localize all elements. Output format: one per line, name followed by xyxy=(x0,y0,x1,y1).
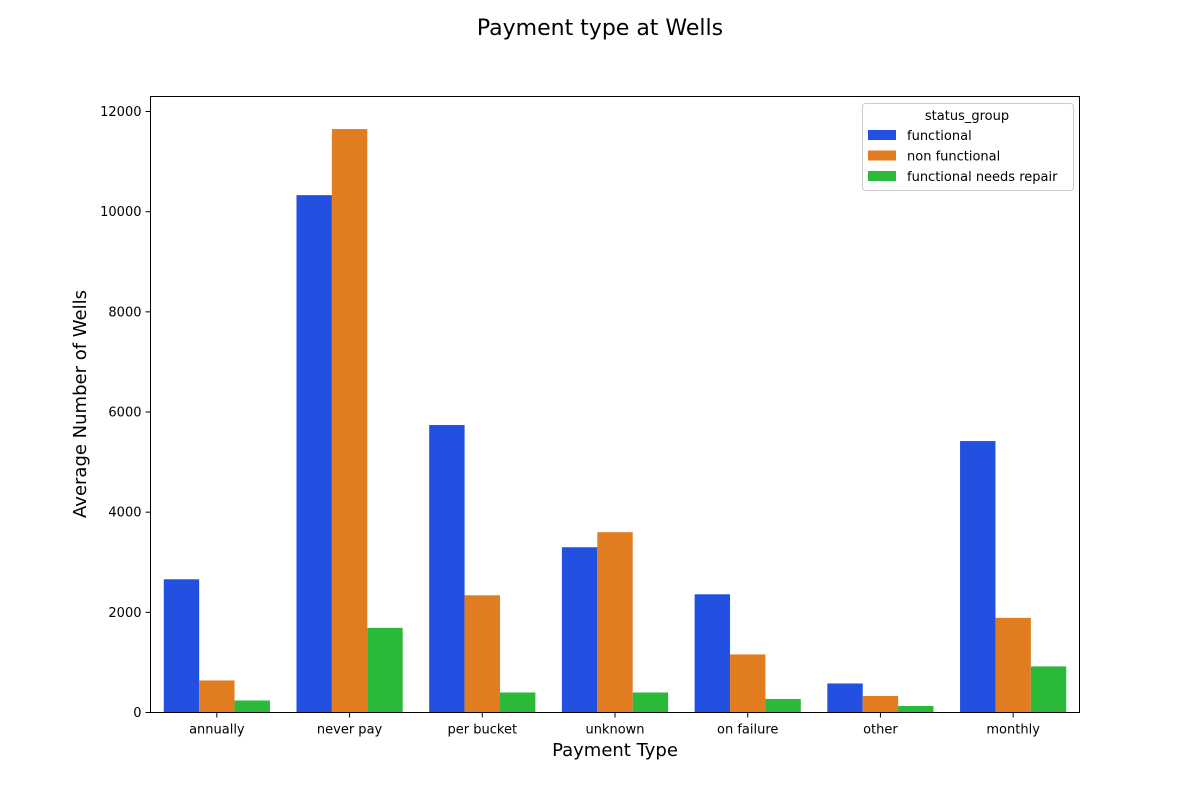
y-tick-label: 12000 xyxy=(100,105,141,120)
bar-never-pay-non-functional xyxy=(331,129,368,713)
x-tick-label: never pay xyxy=(317,723,383,738)
chart-title: Payment type at Wells xyxy=(477,16,723,41)
legend-swatch xyxy=(868,171,896,181)
bar-monthly-functional-needs-repair xyxy=(1030,666,1067,713)
bar-unknown-functional-needs-repair xyxy=(632,692,669,713)
legend-title: status_group xyxy=(925,109,1009,124)
y-axis: 0 2000 4000 6000 8000 10000 12000 xyxy=(100,105,151,721)
x-tick-label: annually xyxy=(189,723,245,738)
bar-annually-functional xyxy=(163,579,200,713)
legend-frame xyxy=(862,103,1074,191)
legend-items: functional non functional functional needs… xyxy=(868,129,1058,185)
legend-swatch xyxy=(868,150,896,161)
x-tick-label: on failure xyxy=(717,723,778,738)
bar-never-pay-functional xyxy=(296,195,332,713)
x-axis-title: Payment Type xyxy=(552,740,678,761)
x-tick-label: per bucket xyxy=(448,723,518,738)
x-tick-label: other xyxy=(863,723,898,738)
bar-never-pay-functional-needs-repair xyxy=(367,627,403,713)
bar-other-functional xyxy=(827,683,863,713)
bar-monthly-functional xyxy=(960,441,996,713)
bar-annually-non-functional xyxy=(199,680,235,713)
bar-monthly-non-functional xyxy=(995,617,1031,713)
bar-other-functional-needs-repair xyxy=(898,705,934,713)
x-axis: annually never pay per bucket unknown on fai… xyxy=(189,712,1040,738)
legend-label: functional xyxy=(907,129,972,144)
bar-per-bucket-functional xyxy=(429,425,465,713)
x-tick-label: monthly xyxy=(986,723,1040,738)
y-tick-label: 0 xyxy=(133,706,141,721)
y-tick-label: 10000 xyxy=(100,205,141,220)
bar-per-bucket-non-functional xyxy=(464,595,500,713)
x-tick-label: unknown xyxy=(585,723,644,738)
bar-unknown-functional xyxy=(561,547,598,713)
bar-on-failure-functional-needs-repair xyxy=(765,698,801,713)
bar-annually-functional-needs-repair xyxy=(234,700,270,713)
y-tick-label: 4000 xyxy=(108,506,141,521)
bar-unknown-non-functional xyxy=(597,532,633,713)
legend-label: non functional xyxy=(907,150,1000,165)
bars-layer xyxy=(163,129,1067,713)
bar-on-failure-non-functional xyxy=(730,654,766,713)
legend-label: functional needs repair xyxy=(907,170,1058,185)
bar-other-non-functional xyxy=(862,695,899,713)
bar-per-bucket-functional-needs-repair xyxy=(499,692,536,713)
legend-swatch xyxy=(868,130,896,140)
y-tick-label: 6000 xyxy=(108,406,141,421)
plot-area-frame xyxy=(150,96,1080,713)
bar-on-failure-functional xyxy=(694,594,731,713)
y-axis-title: Average Number of Wells xyxy=(70,290,91,518)
y-tick-label: 8000 xyxy=(108,305,141,320)
y-tick-label: 2000 xyxy=(108,606,141,621)
